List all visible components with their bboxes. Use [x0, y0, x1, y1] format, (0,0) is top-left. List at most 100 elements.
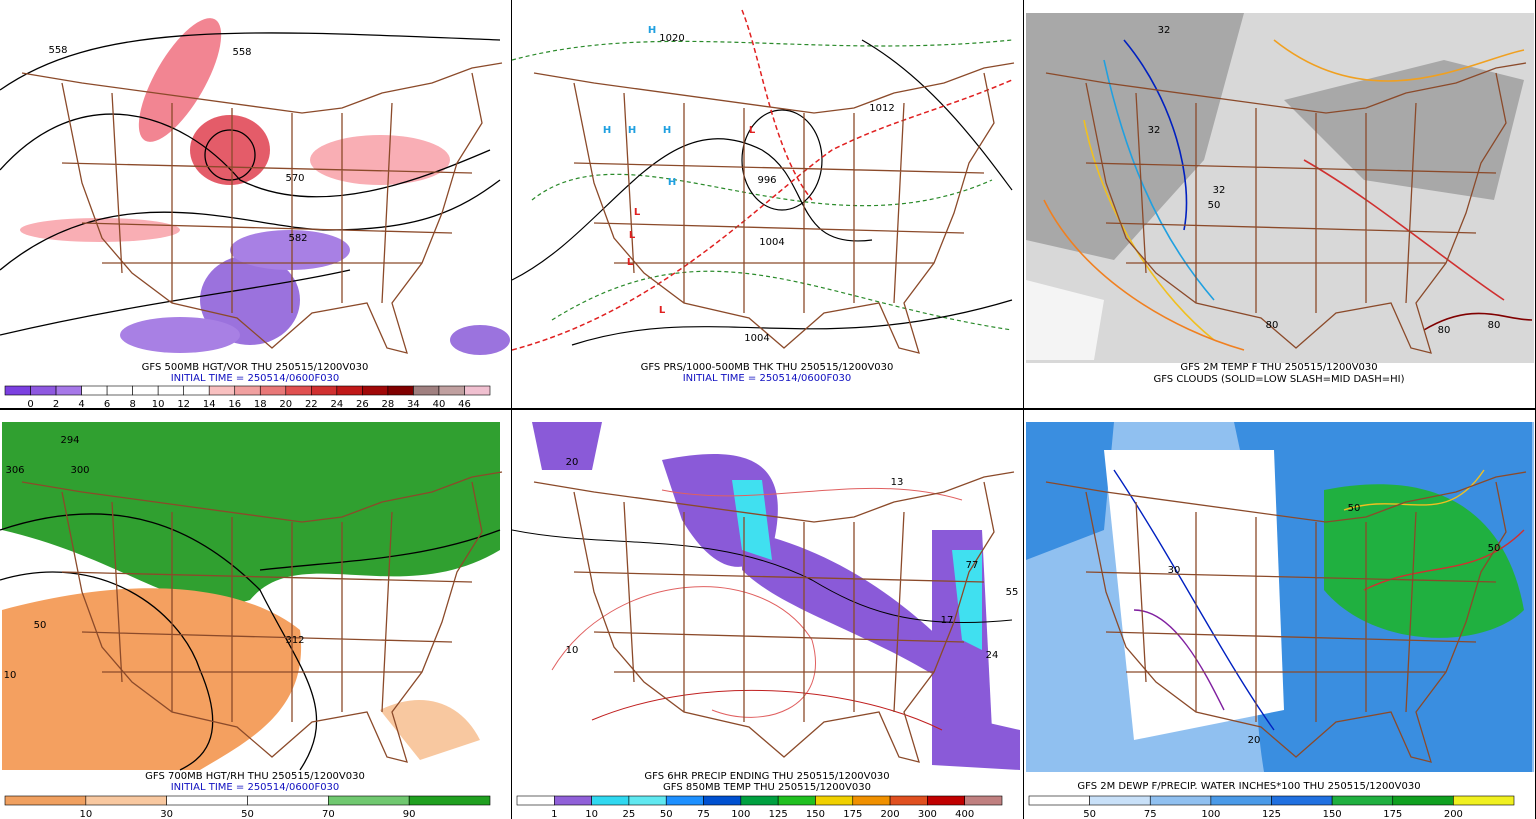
map-label: 13	[891, 477, 904, 488]
colorbar-label: 125	[1262, 809, 1281, 819]
colorbar-label: 4	[78, 399, 84, 408]
map-label: 20	[566, 457, 579, 468]
colorbar-swatch	[1028, 795, 1090, 806]
colorbar-label: 40	[433, 399, 446, 408]
colorbar-label: 8	[129, 399, 135, 408]
map-label: L	[659, 305, 666, 316]
colorbar-swatch	[591, 795, 630, 806]
colorbar-swatch	[81, 385, 108, 396]
map-label: 996	[757, 175, 776, 186]
map-label: 20	[1248, 735, 1261, 746]
map-label: 582	[288, 233, 307, 244]
map-label: L	[749, 125, 756, 136]
colorbar-label: 50	[660, 809, 673, 819]
caption: GFS 850MB TEMP THU 250515/1200V030	[663, 782, 871, 793]
colorbar-swatch	[1271, 795, 1333, 806]
colorbar-label: 150	[806, 809, 825, 819]
colorbar-label: 10	[585, 809, 598, 819]
map-label: 80	[1438, 325, 1451, 336]
colorbar-label: 70	[322, 809, 335, 819]
colorbar-label: 10	[79, 809, 92, 819]
map-label: 312	[285, 635, 304, 646]
colorbar-swatch	[516, 795, 555, 806]
panel-pressure: GFS PRS/1000-500MB THK THU 250515/1200V0…	[512, 0, 1023, 408]
colorbar-swatch	[234, 385, 261, 396]
map-label: L	[629, 230, 636, 241]
colorbar-swatch	[166, 795, 248, 806]
colorbar-label: 1	[551, 809, 557, 819]
colorbar-label: 200	[881, 809, 900, 819]
map-label: 50	[1208, 200, 1221, 211]
map-label: 24	[986, 650, 999, 661]
colorbar-label: 400	[955, 809, 974, 819]
caption: GFS CLOUDS (SOLID=LOW SLASH=MID DASH=HI)	[1153, 374, 1404, 385]
colorbar-label: 26	[356, 399, 369, 408]
colorbar-label: 100	[1201, 809, 1220, 819]
colorbar-label: 20	[279, 399, 292, 408]
map-label: 80	[1266, 320, 1279, 331]
colorbar-label: 50	[1083, 809, 1096, 819]
colorbar-swatch	[1453, 795, 1515, 806]
map-label: 50	[1348, 503, 1361, 514]
colorbar-label: 34	[407, 399, 420, 408]
caption: GFS 2M DEWP F/PRECIP. WATER INCHES*100 T…	[1077, 781, 1420, 792]
map-label: 30	[1168, 565, 1181, 576]
colorbar-label: 2	[53, 399, 59, 408]
map-label: H	[648, 25, 656, 36]
colorbar-swatch	[336, 385, 363, 396]
colorbar-swatch	[464, 385, 491, 396]
panel-vorticity: GFS 500MB HGT/VOR THU 250515/1200V030INI…	[0, 0, 511, 408]
colorbar-swatch	[628, 795, 667, 806]
map-label: 10	[4, 670, 17, 681]
colorbar-label: 6	[104, 399, 110, 408]
map-label: 1004	[759, 237, 784, 248]
colorbar-swatch	[30, 385, 57, 396]
colorbar-swatch	[85, 795, 167, 806]
colorbar-swatch	[1149, 795, 1212, 806]
map-label: H	[663, 125, 671, 136]
map-label: 1012	[869, 103, 894, 114]
colorbar-label: 16	[228, 399, 241, 408]
colorbar-label: 10	[152, 399, 165, 408]
caption: INITIAL TIME = 250514/0600F030	[683, 373, 852, 384]
colorbar-swatch	[328, 795, 410, 806]
map-label: 55	[1006, 587, 1019, 598]
map-label: 77	[966, 560, 979, 571]
caption: GFS PRS/1000-500MB THK THU 250515/1200V0…	[641, 362, 894, 373]
colorbar-swatch	[132, 385, 159, 396]
colorbar-label: 150	[1323, 809, 1342, 819]
map-label: L	[627, 257, 634, 268]
caption: INITIAL TIME = 250514/0600F030	[171, 782, 340, 793]
colorbar-swatch	[362, 385, 389, 396]
colorbar-label: 200	[1444, 809, 1463, 819]
colorbar-swatch	[4, 795, 87, 806]
colorbar-label: 50	[241, 809, 254, 819]
colorbar-swatch	[815, 795, 854, 806]
colorbar-label: 30	[160, 809, 173, 819]
colorbar-swatch	[408, 795, 491, 806]
map-label: 306	[5, 465, 24, 476]
colorbar-swatch	[438, 385, 465, 396]
caption: GFS 2M TEMP F THU 250515/1200V030	[1180, 362, 1377, 373]
colorbar-swatch	[208, 385, 236, 396]
colorbar-label: 46	[458, 399, 471, 408]
colorbar-swatch	[1210, 795, 1272, 806]
colorbar-label: 125	[769, 809, 788, 819]
map-label: 10	[566, 645, 579, 656]
map-label: 294	[60, 435, 79, 446]
map-label: H	[603, 125, 611, 136]
map-label: 570	[285, 173, 304, 184]
colorbar-label: 300	[918, 809, 937, 819]
colorbar-label: 14	[203, 399, 216, 408]
colorbar-swatch	[311, 385, 338, 396]
colorbar-label: 25	[623, 809, 636, 819]
colorbar-swatch	[387, 385, 414, 396]
panel-precip: GFS 6HR PRECIP ENDING THU 250515/1200V03…	[512, 410, 1023, 819]
map-label: 50	[34, 620, 47, 631]
colorbar-swatch	[889, 795, 928, 806]
caption: GFS 700MB HGT/RH THU 250515/1200V030	[145, 771, 365, 782]
colorbar-label: 90	[403, 809, 416, 819]
colorbar-swatch	[106, 385, 133, 396]
map-label: H	[628, 125, 636, 136]
